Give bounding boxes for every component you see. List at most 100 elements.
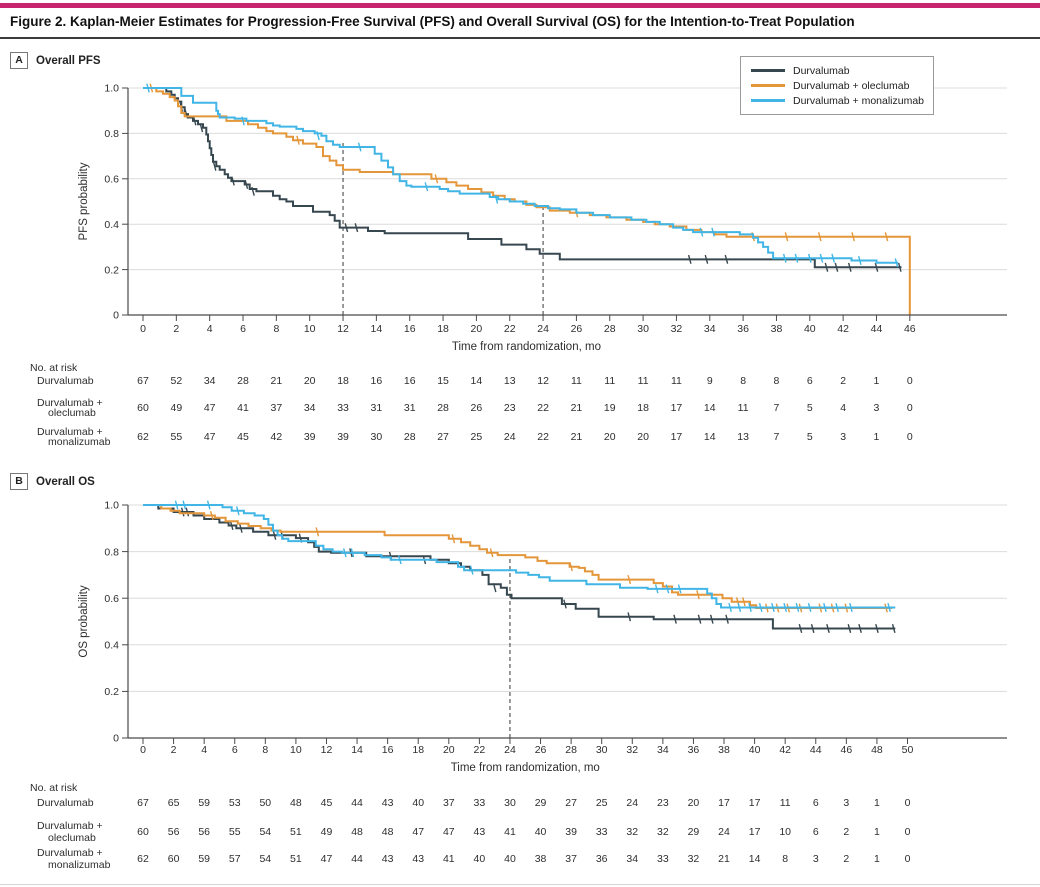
censor-marks-durvalumab-monalizumab [174,500,891,613]
svg-text:50: 50 [902,744,914,756]
svg-text:42: 42 [271,431,283,443]
svg-text:27: 27 [437,431,449,443]
svg-text:3: 3 [840,431,846,443]
svg-text:Durvalumab: Durvalumab [37,375,94,387]
svg-text:Durvalumab +: Durvalumab + [37,426,103,438]
panel-a-badge: A [10,52,28,69]
svg-text:6: 6 [232,744,238,756]
svg-text:44: 44 [351,797,363,809]
svg-text:31: 31 [371,402,383,414]
svg-text:48: 48 [382,826,394,838]
svg-text:37: 37 [565,853,577,865]
svg-text:47: 47 [443,826,455,838]
panel-b-badge: B [10,473,28,490]
svg-text:32: 32 [657,826,669,838]
svg-text:Durvalumab +: Durvalumab + [37,397,103,409]
svg-text:34: 34 [704,323,716,335]
svg-text:38: 38 [535,853,547,865]
svg-text:52: 52 [170,375,182,387]
svg-text:0: 0 [140,323,146,335]
svg-text:6: 6 [813,797,819,809]
svg-text:0: 0 [907,431,913,443]
title-divider [0,37,1040,39]
svg-text:6: 6 [807,375,813,387]
svg-text:11: 11 [780,797,791,809]
svg-text:21: 21 [271,375,283,387]
svg-text:34: 34 [204,375,216,387]
svg-text:24: 24 [504,744,516,756]
svg-text:34: 34 [304,402,316,414]
km-curve-durvalumab-oleclumab [143,504,893,609]
svg-text:47: 47 [204,431,216,443]
svg-text:22: 22 [474,744,486,756]
panel-a-header: A Overall PFS [10,52,101,69]
svg-text:0: 0 [113,310,119,322]
svg-text:20: 20 [304,375,316,387]
censor-marks-durvalumab [179,102,902,272]
svg-text:0: 0 [907,375,913,387]
legend: Durvalumab Durvalumab + oleclumab Durvalum… [740,56,934,115]
svg-text:53: 53 [229,797,241,809]
svg-text:36: 36 [737,323,749,335]
svg-text:14: 14 [704,402,716,414]
svg-text:18: 18 [412,744,424,756]
svg-text:44: 44 [351,853,363,865]
svg-text:28: 28 [565,744,577,756]
svg-text:14: 14 [471,375,483,387]
legend-line-swatch [751,69,785,72]
svg-text:8: 8 [262,744,268,756]
gridlines [128,504,1007,692]
svg-text:48: 48 [871,744,883,756]
svg-text:38: 38 [771,323,783,335]
legend-item-label: Durvalumab + monalizumab [793,94,925,107]
svg-text:11: 11 [738,402,749,414]
svg-text:39: 39 [565,826,577,838]
svg-text:5: 5 [807,431,813,443]
svg-text:0: 0 [905,853,911,865]
km-curve-durvalumab-oleclumab [143,87,911,315]
svg-text:40: 40 [474,853,486,865]
risk-table-row: Durvalumab +monalizumab 62 55 47 45 42 39 39 30 2… [37,426,913,448]
svg-text:1: 1 [874,853,880,865]
risk-table: No. at risk Durvalumab 67 65 59 53 50 48 45 44 43 4… [30,782,911,871]
svg-text:9: 9 [707,375,713,387]
svg-text:40: 40 [535,826,547,838]
gridlines [128,87,1007,271]
figure-title: Figure 2. Kaplan-Meier Estimates for Pro… [10,14,855,29]
svg-text:24: 24 [537,323,549,335]
svg-text:12: 12 [337,323,349,335]
x-axis-label: Time from randomization, mo [452,341,601,353]
x-axis-label: Time from randomization, mo [451,762,600,774]
svg-text:23: 23 [657,797,669,809]
risk-table-row: Durvalumab +oleclumab 60 56 56 55 54 51 49 48 48 4… [37,820,911,844]
svg-text:4: 4 [207,323,213,335]
svg-text:0.8: 0.8 [104,128,119,140]
svg-text:11: 11 [638,375,649,387]
legend-item-label: Durvalumab + oleclumab [793,79,910,92]
svg-text:60: 60 [137,826,149,838]
svg-text:Durvalumab +: Durvalumab + [37,847,103,859]
svg-text:34: 34 [657,744,669,756]
svg-text:28: 28 [604,323,616,335]
svg-text:2: 2 [173,323,179,335]
svg-text:37: 37 [443,797,455,809]
svg-text:6: 6 [813,826,819,838]
legend-line-swatch [751,99,785,102]
legend-item: Durvalumab [751,63,933,78]
svg-text:59: 59 [198,853,210,865]
svg-text:7: 7 [774,402,780,414]
svg-text:1: 1 [874,431,880,443]
svg-text:30: 30 [596,744,608,756]
svg-text:monalizumab: monalizumab [48,436,111,448]
risk-table-title: No. at risk [30,362,78,374]
svg-text:16: 16 [382,744,394,756]
svg-text:0.8: 0.8 [104,546,119,558]
svg-text:0.4: 0.4 [104,640,119,652]
svg-text:2: 2 [843,826,849,838]
svg-text:46: 46 [904,323,916,335]
svg-text:41: 41 [237,402,249,414]
svg-text:12: 12 [537,375,549,387]
legend-line-swatch [751,84,785,87]
svg-text:40: 40 [804,323,816,335]
